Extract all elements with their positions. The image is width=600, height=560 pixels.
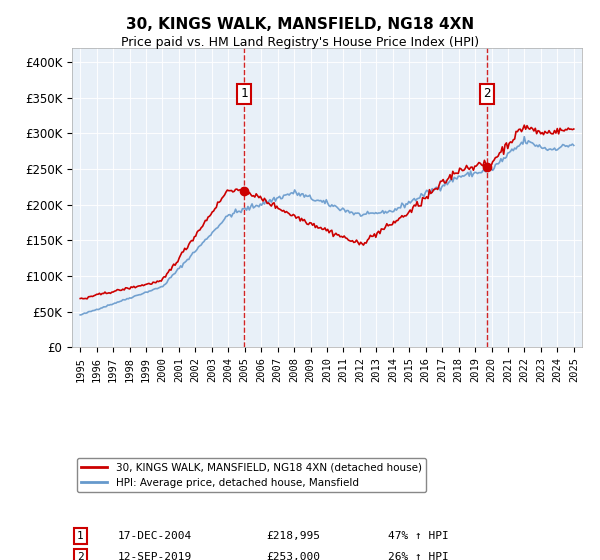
- Text: £218,995: £218,995: [266, 531, 320, 541]
- Text: 47% ↑ HPI: 47% ↑ HPI: [388, 531, 449, 541]
- Text: 17-DEC-2004: 17-DEC-2004: [118, 531, 192, 541]
- Text: 26% ↑ HPI: 26% ↑ HPI: [388, 552, 449, 560]
- Text: 30, KINGS WALK, MANSFIELD, NG18 4XN: 30, KINGS WALK, MANSFIELD, NG18 4XN: [126, 17, 474, 32]
- Text: 2: 2: [77, 552, 84, 560]
- Text: 1: 1: [77, 531, 84, 541]
- Text: 12-SEP-2019: 12-SEP-2019: [118, 552, 192, 560]
- Text: £253,000: £253,000: [266, 552, 320, 560]
- Text: Price paid vs. HM Land Registry's House Price Index (HPI): Price paid vs. HM Land Registry's House …: [121, 36, 479, 49]
- Text: 2: 2: [483, 87, 490, 100]
- Text: 1: 1: [241, 87, 248, 100]
- Legend: 30, KINGS WALK, MANSFIELD, NG18 4XN (detached house), HPI: Average price, detach: 30, KINGS WALK, MANSFIELD, NG18 4XN (det…: [77, 458, 426, 492]
